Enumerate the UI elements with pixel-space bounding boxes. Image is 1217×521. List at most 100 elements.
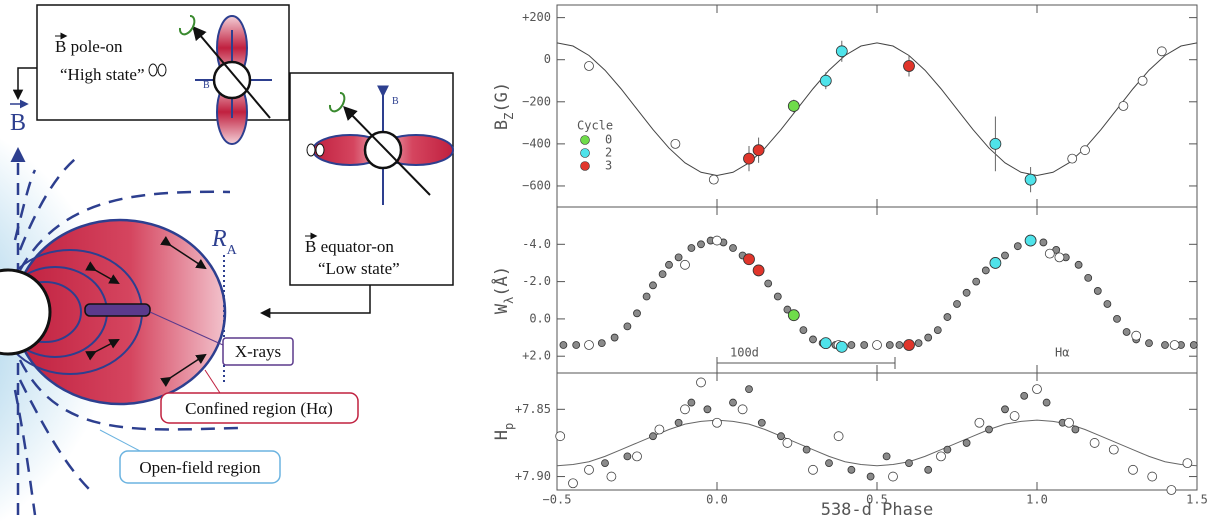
point	[610, 333, 619, 342]
y-tick-label: +2.0	[522, 349, 551, 363]
point	[1118, 101, 1129, 111]
point	[1054, 252, 1065, 263]
y-axis-label-part: B	[492, 120, 512, 130]
point	[802, 445, 811, 454]
point	[1108, 444, 1119, 455]
point	[903, 339, 915, 351]
point	[866, 472, 875, 481]
point	[729, 244, 737, 252]
leader	[99, 429, 141, 452]
point	[1169, 340, 1180, 350]
point	[989, 257, 1002, 269]
y-axis-label-part: W	[492, 303, 512, 314]
point	[787, 309, 800, 322]
field-symbol: B	[10, 110, 26, 136]
y-tick-label: −200	[522, 94, 551, 108]
point	[985, 425, 993, 434]
label-box	[222, 337, 294, 366]
point	[962, 439, 971, 447]
point	[914, 339, 923, 348]
leader	[204, 369, 221, 394]
point	[782, 438, 793, 448]
point	[1103, 300, 1112, 308]
point	[1009, 411, 1020, 421]
point	[819, 74, 832, 87]
point	[974, 417, 985, 428]
point	[1156, 46, 1167, 57]
point	[696, 377, 706, 388]
point	[559, 341, 568, 349]
legend-label: 2	[605, 146, 612, 160]
point	[1147, 471, 1158, 482]
point	[787, 100, 800, 112]
legend-label: 0	[605, 133, 612, 147]
point	[743, 152, 755, 165]
point	[835, 340, 848, 353]
pole-on-label: B pole-on	[55, 37, 123, 56]
pole-on-box	[36, 4, 290, 121]
alfven-sub: A	[227, 243, 238, 258]
confined-label: Confined region (Hα)	[185, 399, 333, 418]
point	[1013, 242, 1022, 251]
y-tick-label: +7.85	[515, 402, 551, 416]
point	[924, 465, 933, 474]
point	[1067, 153, 1078, 164]
point	[903, 60, 915, 72]
motion-arrows	[85, 235, 207, 388]
point	[1001, 405, 1009, 414]
open-field-label: Open-field region	[139, 458, 261, 477]
equator-on-box	[289, 72, 454, 286]
point	[687, 398, 696, 407]
x-tick-label: 1.5	[1186, 493, 1208, 507]
connector	[12, 67, 37, 101]
pole-on-state: “High state”	[60, 65, 145, 84]
legend-title: Cycle	[577, 119, 613, 133]
point	[882, 452, 891, 461]
point	[729, 398, 737, 407]
point	[674, 418, 683, 427]
point	[712, 235, 722, 246]
point	[1071, 425, 1080, 434]
point	[665, 260, 673, 269]
point	[783, 305, 792, 314]
point	[606, 471, 617, 482]
y-tick-label: -2.0	[522, 274, 551, 288]
point	[764, 279, 773, 288]
point	[697, 240, 705, 249]
plot-frame	[556, 4, 1198, 208]
point	[670, 138, 681, 149]
point	[757, 418, 766, 427]
plot-frame	[556, 372, 1198, 491]
equator-on-state: “Low state”	[318, 259, 400, 278]
point	[642, 292, 651, 301]
point	[654, 424, 665, 435]
point	[584, 340, 594, 350]
y-tick-label: 0	[544, 52, 551, 66]
point	[555, 431, 566, 442]
model-curve	[556, 42, 1198, 176]
y-tick-label: 0.0	[529, 311, 551, 325]
point	[953, 300, 961, 308]
point	[847, 341, 856, 349]
star	[0, 268, 52, 356]
legend-label: 3	[605, 159, 612, 173]
y-axis-label-part: H	[492, 430, 512, 440]
point	[649, 281, 657, 290]
xrays-label: X-rays	[235, 342, 281, 361]
point	[708, 174, 719, 185]
point	[1024, 234, 1037, 247]
point	[833, 431, 844, 442]
y-axis-label-part: p	[502, 423, 516, 430]
point	[584, 61, 594, 71]
model-curve	[556, 419, 1198, 467]
point	[1113, 315, 1121, 323]
point	[1122, 328, 1131, 336]
x-tick-label: −0.5	[543, 493, 572, 507]
equator-on-icon: B	[306, 85, 454, 205]
point	[1032, 384, 1042, 395]
point	[745, 385, 753, 394]
point	[680, 404, 690, 415]
point	[1089, 438, 1100, 448]
point	[885, 341, 894, 349]
point	[943, 445, 952, 454]
